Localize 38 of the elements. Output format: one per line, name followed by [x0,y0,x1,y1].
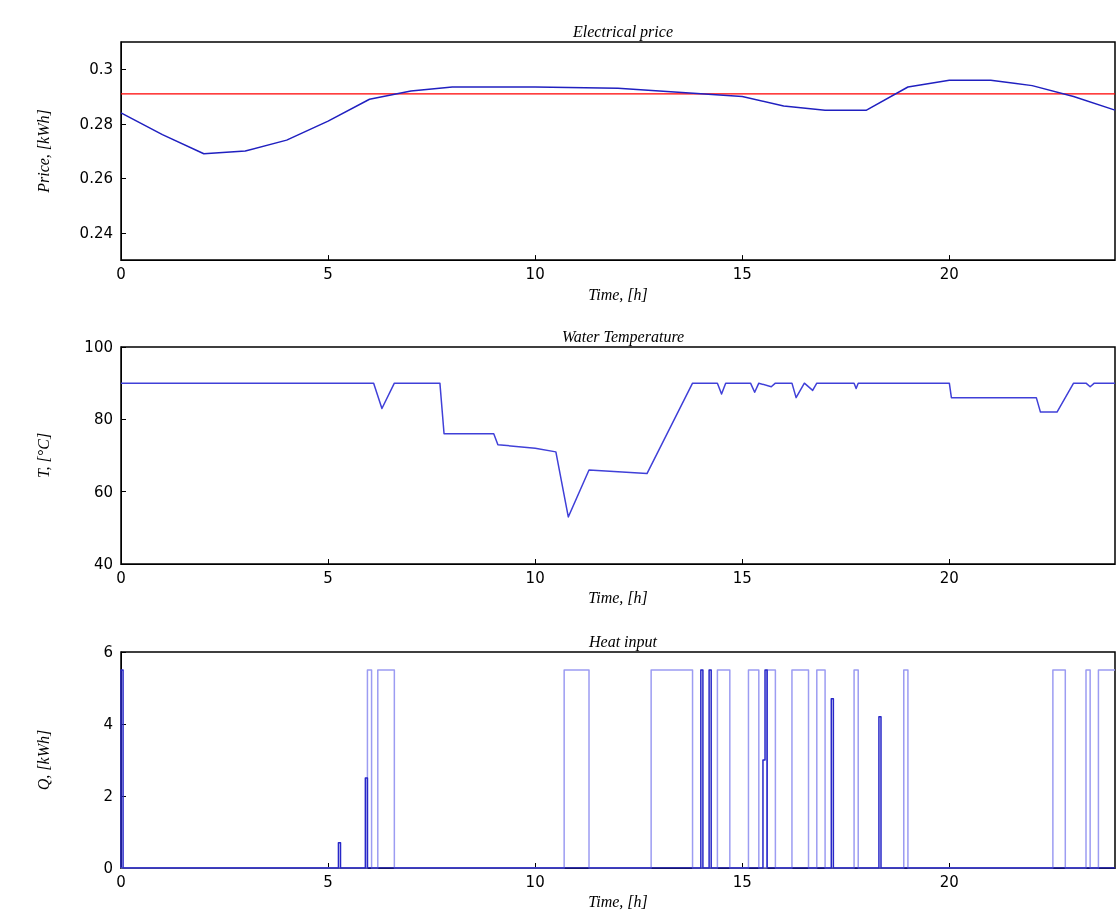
y-tick-label: 0 [103,859,113,877]
chart-title: Heat input [588,632,658,651]
x-tick-label: 5 [323,872,333,891]
x-tick-label: 10 [525,264,545,283]
y-tick-label: 60 [93,482,113,501]
y-tick-label: 0.28 [79,114,113,133]
x-tick-label: 5 [323,568,333,587]
y-axis-title: Price, [kWh] [34,109,52,194]
x-tick-label: 0 [116,264,126,283]
y-tick-label: 0.24 [79,223,113,242]
x-tick-label: 20 [939,872,959,891]
chart-title: Water Temperature [561,327,685,346]
x-tick-label: 0 [116,872,126,891]
x-tick-label: 10 [525,568,545,587]
chart-title: Electrical price [572,22,673,41]
line-series [120,79,1116,155]
x-tick-label: 15 [732,568,752,587]
y-tick-label: 80 [93,410,113,429]
line-series [120,382,1116,518]
y-tick-label: 2 [103,787,113,805]
y-tick-label: 6 [103,643,113,661]
x-tick-label: 10 [525,872,545,891]
x-tick-label: 5 [323,264,333,283]
y-tick-label: 100 [84,338,113,356]
x-axis-title: Time, [h] [588,285,648,303]
y-tick-label: 0.3 [89,60,113,79]
y-tick-label: 0.26 [79,169,113,188]
x-tick-label: 20 [939,264,959,283]
x-tick-label: 15 [732,264,752,283]
x-tick-label: 0 [116,568,126,587]
y-axis-title: T, [°C] [34,432,52,479]
x-tick-label: 20 [939,568,959,587]
x-axis-title: Time, [h] [588,893,648,911]
x-tick-label: 15 [732,872,752,891]
y-tick-label: 4 [103,715,113,733]
y-tick-label: 40 [93,555,113,573]
y-axis-title: Q, [kWh] [34,729,52,791]
x-axis-title: Time, [h] [588,589,648,607]
